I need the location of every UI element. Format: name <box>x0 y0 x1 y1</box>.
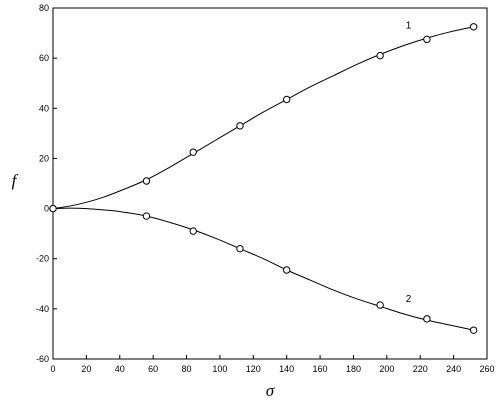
series-2-data-point <box>236 244 244 253</box>
x-tick-label: 40 <box>115 364 125 374</box>
y-axis-title: f <box>12 171 19 190</box>
plot-frame <box>52 7 488 360</box>
y-tick-label: 80 <box>39 3 49 13</box>
x-tick-label: 80 <box>182 364 192 374</box>
x-axis-title: σ <box>266 381 275 400</box>
x-tick-label: 100 <box>212 364 227 374</box>
series-1-data-point <box>376 51 384 60</box>
curve-label-2: 2 <box>406 294 412 305</box>
series-1-data-point <box>423 35 431 44</box>
series-2-data-point <box>376 301 384 309</box>
series-2-data-point <box>142 212 151 220</box>
y-tick-label: -60 <box>36 354 49 364</box>
markers-layer <box>49 23 478 334</box>
series-2-data-point <box>189 227 197 235</box>
series-1-data-point <box>189 148 197 156</box>
x-tick-label: 180 <box>346 364 361 374</box>
y-tick-label: -40 <box>36 304 49 314</box>
x-tick-label: 200 <box>379 364 394 374</box>
x-tick-label: 220 <box>413 364 428 374</box>
x-tick-label: 120 <box>246 364 261 374</box>
y-tick-label: 20 <box>39 153 49 163</box>
x-tick-label: 140 <box>279 364 294 374</box>
x-tick-label: 260 <box>479 364 494 374</box>
x-tick-label: 20 <box>81 364 91 374</box>
series-1-data-point <box>236 122 244 130</box>
curve-label-1: 1 <box>406 21 412 32</box>
x-tick-label: 60 <box>148 364 158 374</box>
y-tick-label: 40 <box>39 103 49 113</box>
series-2-data-point <box>469 326 478 334</box>
y-tick-label: -20 <box>36 254 49 264</box>
annotations-layer: 12 <box>406 21 412 305</box>
series-2-data-point <box>49 204 57 213</box>
curves-layer <box>52 26 474 331</box>
series-2-fit-line <box>52 207 474 331</box>
series-1-fit-line <box>52 26 474 210</box>
series-2-data-point <box>423 315 431 323</box>
x-tick-label: 240 <box>446 364 461 374</box>
series-1-data-point <box>282 95 291 104</box>
x-tick-label: 160 <box>313 364 328 374</box>
series-1-data-point <box>469 23 478 31</box>
y-tick-label: 0 <box>44 204 49 214</box>
series-1-data-point <box>142 177 151 185</box>
series-2-data-point <box>282 266 291 274</box>
x-tick-label: 0 <box>50 364 55 374</box>
y-tick-label: 60 <box>39 53 49 63</box>
